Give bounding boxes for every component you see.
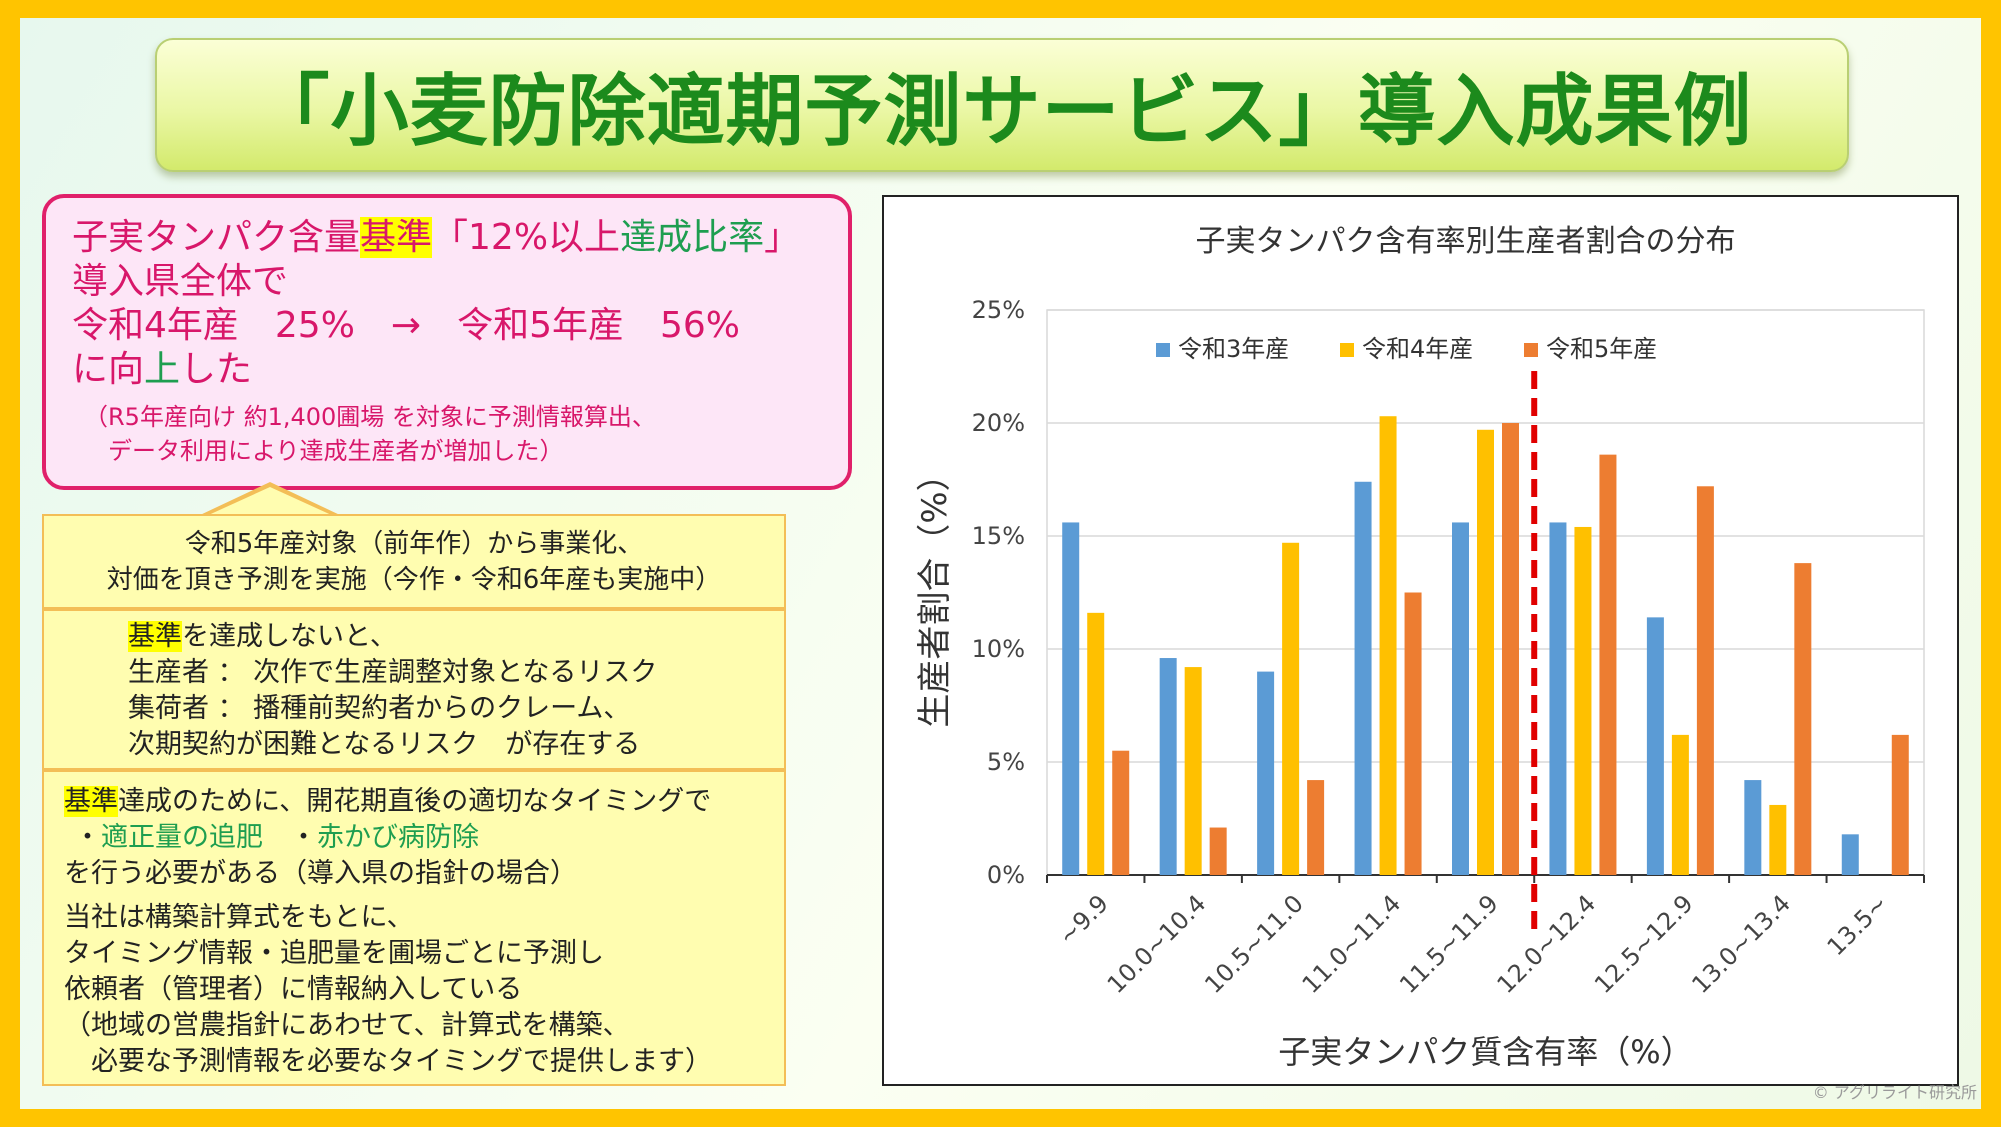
callout-line: 令和5年産対象（前年作）から事業化、 xyxy=(184,529,644,559)
x-tick-label: 12.0~12.4 xyxy=(1492,889,1602,999)
y-tick-label: 15% xyxy=(972,522,1025,550)
bar-1-4 xyxy=(1354,481,1372,875)
callout-text: 達成のために、開花期直後の適切なタイミングで xyxy=(118,786,712,817)
bar-3-6 xyxy=(1599,454,1617,875)
x-axis-label: 子実タンパク質含有率（%） xyxy=(1278,1033,1692,1071)
bar-1-9 xyxy=(1841,834,1859,875)
result-line-3: 令和4年産 25% → 令和5年産 56% xyxy=(72,305,741,346)
copyright-credit: © アグリライト研究所 xyxy=(1812,1083,1977,1102)
chart-title: 子実タンパク含有率別生産者割合の分布 xyxy=(1196,224,1736,259)
highlight-text: 基準 xyxy=(64,786,118,817)
result-summary-box: 子実タンパク含量基準「12%以上達成比率」 導入県全体で 令和4年産 25% →… xyxy=(42,194,852,490)
callout-box-risk: 基準を達成しないと、 生産者 ： 次作で生産調整対象となるリスク 集荷者 ： 播… xyxy=(42,609,786,770)
y-axis-label: 生産者割合（%） xyxy=(915,457,955,727)
callout-text: ・ xyxy=(263,822,317,853)
bar-1-1 xyxy=(1062,522,1080,875)
callout-line: （地域の営農指針にあわせて、計算式を構築、 xyxy=(64,1010,630,1041)
bar-chart: 子実タンパク含有率別生産者割合の分布 0% 5% 10% 15% 20% 25% 生産者割合（… xyxy=(915,224,1925,1071)
bar-3-4 xyxy=(1404,592,1422,875)
callout-line: を行う必要がある（導入県の指針の場合） xyxy=(64,858,577,889)
y-tick-label: 5% xyxy=(987,748,1025,776)
callout-box-solution: 基準達成のために、開花期直後の適切なタイミングで ・適正量の追肥 ・赤かび病防除… xyxy=(42,770,786,1086)
x-tick-label: 13.0~13.4 xyxy=(1686,889,1796,999)
callout-line: 当社は構築計算式をもとに、 xyxy=(64,902,414,933)
x-tick-label: 11.5~11.9 xyxy=(1394,889,1504,999)
bar-3-3 xyxy=(1307,780,1325,875)
bar-2-2 xyxy=(1184,667,1202,875)
result-text: 子実タンパク含量 xyxy=(72,217,361,258)
bar-3-8 xyxy=(1794,563,1812,875)
callout-line: 基準達成のために、開花期直後の適切なタイミングで xyxy=(64,784,784,820)
callout-line: 次期契約が困難となるリスク が存在する xyxy=(128,729,641,760)
callout-line: 依頼者（管理者）に情報納入している xyxy=(64,974,523,1005)
x-tick-label: 10.0~10.4 xyxy=(1102,889,1212,999)
bar-1-2 xyxy=(1159,658,1177,875)
note-line: データ利用により達成生産者が増加した） xyxy=(84,437,564,465)
title-banner: 「小麦防除適期予測サービス」導入成果例 xyxy=(155,38,1849,172)
bar-3-9 xyxy=(1891,734,1909,875)
y-tick-label: 20% xyxy=(972,409,1025,437)
result-text: 」 xyxy=(764,217,801,258)
bar-1-7 xyxy=(1646,617,1664,875)
legend-swatch-1 xyxy=(1156,343,1170,357)
callout-text: を達成しないと、 xyxy=(182,621,397,652)
result-line-4: に向上した xyxy=(72,348,822,392)
green-text: 達成比率 xyxy=(620,217,765,258)
result-note: （R5年産向け 約1,400圃場 を対象に予測情報算出、 データ利用により達成生… xyxy=(72,400,822,468)
callout-line: 対価を頂き予測を実施（今作・令和6年産も実施中） xyxy=(106,565,722,595)
highlight-text: 基準 xyxy=(360,217,433,258)
callout-line: タイミング情報・追肥量を圃場ごとに予測し xyxy=(64,938,604,969)
bar-2-5 xyxy=(1477,429,1494,875)
x-tick-label: 11.0~11.4 xyxy=(1297,889,1407,999)
bar-1-8 xyxy=(1744,780,1762,875)
result-text: 「12%以上 xyxy=(432,217,621,258)
x-tick-label: 10.5~11.0 xyxy=(1199,889,1309,999)
callout-pointer-fill xyxy=(202,487,338,518)
green-text: 赤かび病防除 xyxy=(317,822,479,853)
bar-3-5 xyxy=(1502,423,1519,875)
bar-2-7 xyxy=(1671,734,1689,875)
legend-swatch-2 xyxy=(1340,343,1354,357)
green-text: 上 xyxy=(144,349,181,390)
callout-box-business: 令和5年産対象（前年作）から事業化、 対価を頂き予測を実施（今作・令和6年産も実… xyxy=(42,514,786,609)
bar-1-6 xyxy=(1549,522,1567,875)
bar-1-5 xyxy=(1452,522,1469,875)
page-title: 「小麦防除適期予測サービス」導入成果例 xyxy=(251,67,1753,157)
callout-text: ・ xyxy=(74,822,101,853)
bar-2-3 xyxy=(1282,542,1300,875)
note-line: （R5年産向け 約1,400圃場 を対象に予測情報算出、 xyxy=(84,403,656,431)
bar-2-4 xyxy=(1379,416,1397,875)
green-text: 適正量の追肥 xyxy=(101,822,263,853)
bar-3-2 xyxy=(1209,827,1227,875)
y-tick-label: 10% xyxy=(972,635,1025,663)
legend-label-3: 令和5年産 xyxy=(1546,335,1657,363)
x-tick-label: 13.5~ xyxy=(1822,889,1894,961)
callout-line: 集荷者 ： 播種前契約者からのクレーム、 xyxy=(128,693,631,724)
chart-panel: 子実タンパク含有率別生産者割合の分布 0% 5% 10% 15% 20% 25% 生産者割合（… xyxy=(882,195,1959,1086)
bar-2-6 xyxy=(1574,526,1592,875)
bar-3-1 xyxy=(1112,750,1130,875)
result-line-2: 導入県全体で xyxy=(72,261,289,302)
callout-line: 必要な予測情報を必要なタイミングで提供します） xyxy=(64,1046,712,1077)
result-text: に向 xyxy=(72,349,145,390)
result-text: した xyxy=(180,349,253,390)
legend-label-1: 令和3年産 xyxy=(1178,335,1289,363)
callout-line: 基準を達成しないと、 xyxy=(128,619,784,655)
legend-swatch-3 xyxy=(1524,343,1538,357)
bar-2-1 xyxy=(1087,612,1105,875)
bar-3-7 xyxy=(1696,486,1714,875)
legend-label-2: 令和4年産 xyxy=(1362,335,1473,363)
y-tick-label: 25% xyxy=(972,296,1025,324)
bar-2-8 xyxy=(1769,804,1787,875)
bar-1-3 xyxy=(1257,671,1275,875)
callout-line: 生産者 ： 次作で生産調整対象となるリスク xyxy=(128,657,658,688)
callout-line: ・適正量の追肥 ・赤かび病防除 xyxy=(64,820,784,856)
y-tick-label: 0% xyxy=(987,861,1025,889)
x-tick-label: 12.5~12.9 xyxy=(1589,889,1699,999)
result-line-1: 子実タンパク含量基準「12%以上達成比率」 xyxy=(72,216,822,260)
x-tick-label: ~9.9 xyxy=(1053,889,1114,950)
highlight-text: 基準 xyxy=(128,621,182,652)
